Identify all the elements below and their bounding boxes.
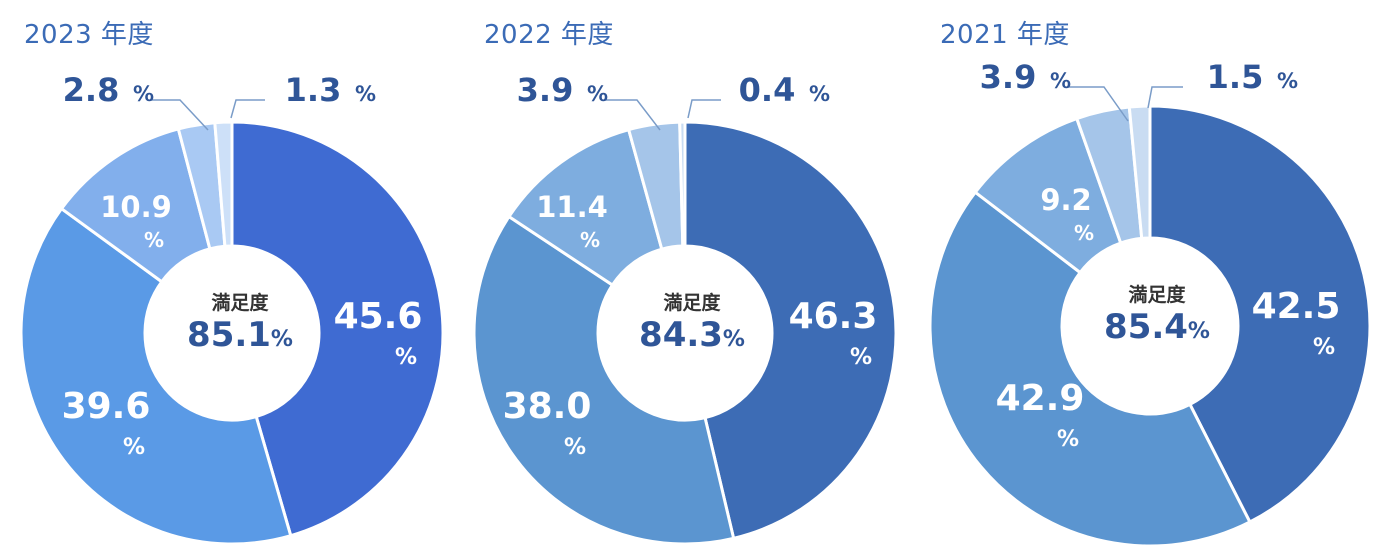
donut-slice	[19, 206, 293, 546]
slice-label: 9.2	[1040, 183, 1091, 217]
chart-2021: 2021 年度 42.5% 42.9% 9.2% 3.9% 1.5% 満足度 85.4%	[920, 0, 1394, 556]
center-caption: 満足度	[663, 292, 721, 314]
slice-label: 1.3	[285, 71, 342, 109]
donut-slice	[472, 214, 736, 546]
donut-chart: 42.5% 42.9% 9.2% 3.9% 1.5%	[928, 58, 1372, 548]
leader-line	[604, 99, 661, 131]
leader-line	[1067, 86, 1129, 122]
chart-title: 2022 年度	[484, 20, 614, 50]
slice-unit: %	[133, 82, 154, 106]
chart-title: 2023 年度	[24, 20, 154, 50]
slice-unit: %	[395, 345, 417, 370]
slice-unit: %	[850, 345, 872, 370]
slice-label: 38.0	[503, 386, 592, 427]
slice-unit: %	[580, 228, 600, 252]
center-value: 85.1	[187, 315, 271, 355]
donut-slice	[213, 120, 234, 248]
slice-unit: %	[1057, 427, 1079, 452]
donut-slice	[928, 190, 1252, 548]
center-label: 満足度 84.3%	[617, 288, 767, 355]
slice-unit: %	[123, 435, 145, 460]
donut-chart: 46.3% 38.0% 11.4% 3.9% 0.4%	[472, 71, 898, 546]
slice-unit: %	[587, 82, 608, 106]
donut-slice	[1148, 104, 1372, 525]
slice-label: 0.4	[739, 71, 796, 109]
slice-label: 42.5	[1252, 286, 1341, 327]
donut-slice	[683, 120, 898, 541]
center-value: 85.4	[1104, 307, 1188, 347]
slice-label: 1.5	[1207, 58, 1264, 96]
leader-line	[150, 99, 209, 131]
slice-unit: %	[564, 435, 586, 460]
center-value: 84.3	[639, 315, 723, 355]
donut-slice	[1127, 104, 1152, 241]
slice-label: 2.8	[63, 71, 120, 109]
slice-unit: %	[1074, 221, 1094, 245]
donut-slice	[678, 120, 687, 248]
slice-unit: %	[809, 82, 830, 106]
chart-title: 2021 年度	[940, 20, 1070, 50]
center-label: 満足度 85.4%	[1077, 280, 1237, 347]
leader-line	[230, 99, 265, 119]
center-unit: %	[722, 327, 745, 352]
center-unit: %	[1187, 319, 1210, 344]
slice-label: 3.9	[980, 58, 1037, 96]
slice-unit: %	[355, 82, 376, 106]
slice-unit: %	[144, 228, 164, 252]
slice-unit: %	[1050, 69, 1071, 93]
slice-unit: %	[1277, 69, 1298, 93]
leader-line	[687, 99, 721, 119]
slice-label: 39.6	[62, 386, 151, 427]
leader-line	[1147, 86, 1183, 109]
chart-2023: 2023 年度 45.6% 39.6% 10.9% 2.8% 1.3% 満足度 85.1…	[0, 0, 460, 556]
slice-label: 42.9	[996, 378, 1085, 419]
slice-label: 46.3	[789, 296, 878, 337]
donut-slice	[230, 120, 445, 538]
slice-label: 45.6	[334, 296, 423, 337]
slice-label: 3.9	[517, 71, 574, 109]
center-label: 満足度 85.1%	[165, 288, 315, 355]
slice-unit: %	[1313, 335, 1335, 360]
slice-label: 10.9	[100, 190, 172, 224]
donut-chart: 45.6% 39.6% 10.9% 2.8% 1.3%	[19, 71, 445, 546]
slice-label: 11.4	[536, 190, 608, 224]
center-caption: 満足度	[211, 292, 269, 314]
center-unit: %	[270, 327, 293, 352]
center-caption: 満足度	[1128, 284, 1186, 306]
chart-2022: 2022 年度 46.3% 38.0% 11.4% 3.9% 0.4% 満足度 84.3…	[460, 0, 920, 556]
